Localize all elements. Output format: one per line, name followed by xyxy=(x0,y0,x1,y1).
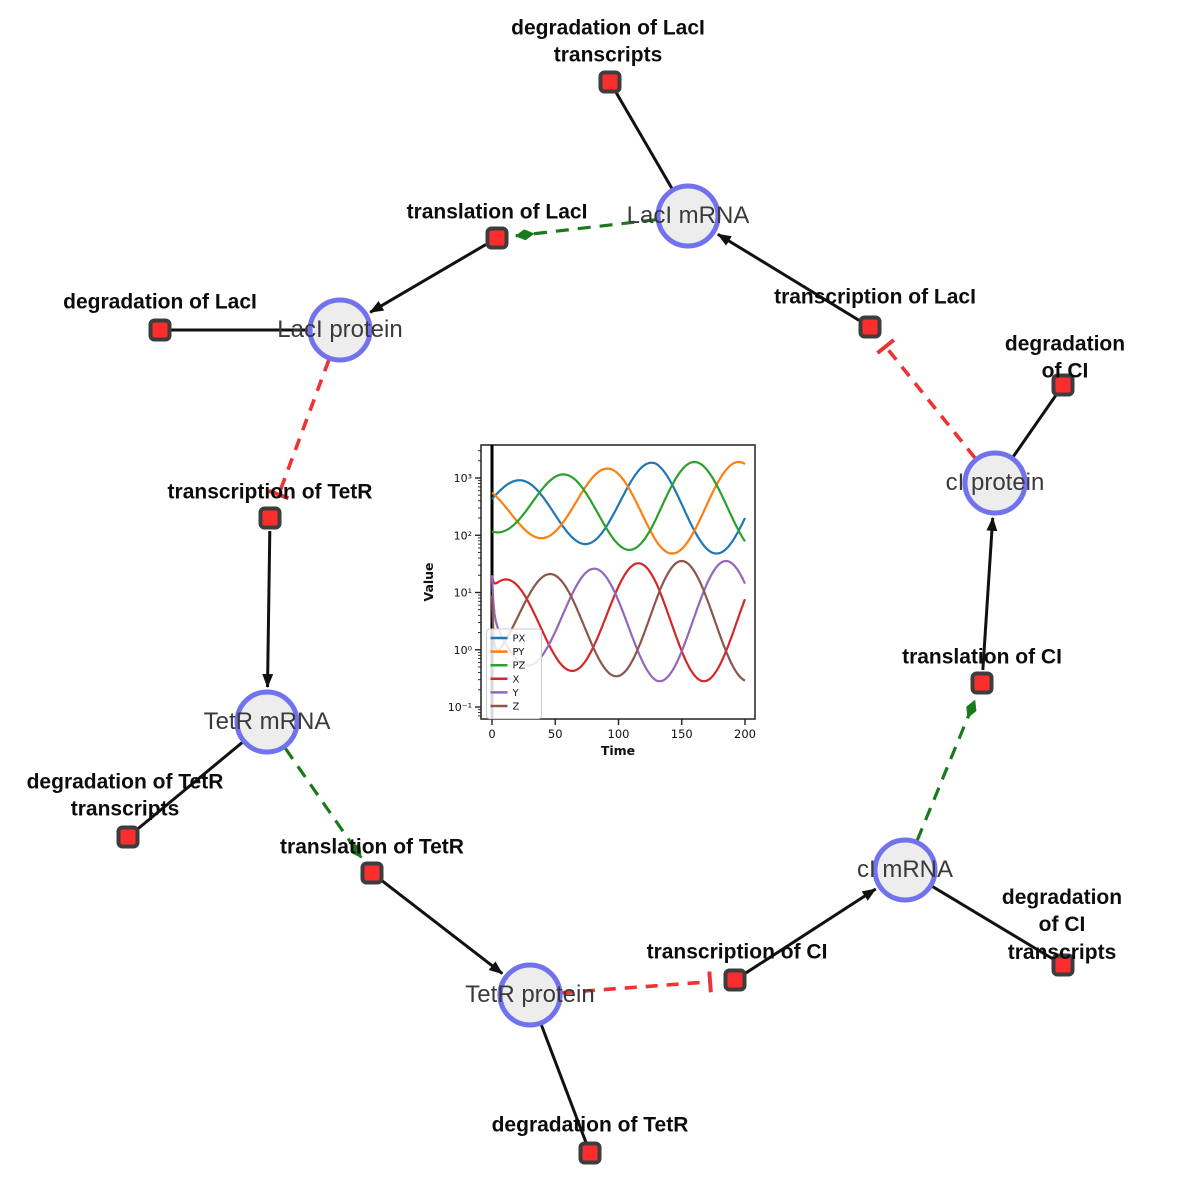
edge-tx_laci-laci_mrna xyxy=(717,232,860,322)
species-node-ci_mrna[interactable] xyxy=(872,837,938,903)
reaction-label-deg_laci: degradation of LacI xyxy=(63,290,257,314)
species-label-tetr_mrna: TetR mRNA xyxy=(203,708,331,736)
y-axis-label: Value xyxy=(421,562,436,601)
legend-entry-PY: PY xyxy=(513,647,526,658)
edge-tetr_mrna-transl_tetr xyxy=(283,747,363,859)
species-label-laci_protein: LacI protein xyxy=(277,316,403,344)
timeseries-plot: 10⁻¹ 10⁰ 10¹ 10² 10³ 0 50 100 150 200 Time Value PX P… xyxy=(421,444,756,758)
x-tick-label: 200 xyxy=(734,727,756,741)
reaction-label-deg_tetr_tx: degradation of TetR transcripts xyxy=(26,770,224,821)
edge-laci_mrna-transl_laci xyxy=(514,218,657,241)
species-node-tetr_protein[interactable] xyxy=(497,962,563,1028)
reaction-label-tx_ci: transcription of CI xyxy=(646,940,828,964)
legend-entry-X: X xyxy=(513,674,520,685)
species-node-laci_protein[interactable] xyxy=(307,297,373,363)
species-node-laci_mrna[interactable] xyxy=(655,183,721,249)
reaction-node-deg_laci_tx[interactable] xyxy=(598,70,622,94)
edge-transl_laci-laci_protein xyxy=(369,243,487,314)
x-tick-label: 0 xyxy=(488,727,495,741)
y-tick-label: 10⁰ xyxy=(454,644,473,657)
y-tick-label: 10² xyxy=(454,529,472,542)
reaction-node-deg_tetr[interactable] xyxy=(578,1141,602,1165)
edge-ci_protein-deg_ci xyxy=(1011,384,1065,459)
x-tick-label: 150 xyxy=(671,727,693,741)
species-label-ci_mrna: cI mRNA xyxy=(857,856,953,884)
edge-ci_protein-tx_laci xyxy=(876,338,977,460)
series-curve-PX xyxy=(491,461,746,555)
edge-ci_mrna-deg_ci_tx xyxy=(930,884,1064,967)
edge-transl_ci-ci_protein xyxy=(981,516,998,671)
legend-entry-Y: Y xyxy=(512,688,520,699)
species-label-tetr_protein: TetR protein xyxy=(465,981,595,1009)
edge-tetr_mrna-deg_tetr_tx xyxy=(127,740,245,839)
y-tick-label: 10¹ xyxy=(454,587,472,600)
edge-tetr_protein-deg_tetr xyxy=(539,1023,592,1154)
series-curve-X xyxy=(490,562,747,683)
species-label-ci_protein: cI protein xyxy=(945,469,1045,497)
reaction-node-transl_ci[interactable] xyxy=(970,671,994,695)
x-tick-label: 100 xyxy=(608,727,630,741)
species-label-laci_mrna: LacI mRNA xyxy=(626,202,750,230)
y-tick-label: 10³ xyxy=(454,472,472,485)
reaction-node-deg_tetr_tx[interactable] xyxy=(116,825,140,849)
reaction-node-tx_ci[interactable] xyxy=(723,968,747,992)
reaction-node-deg_laci[interactable] xyxy=(148,318,172,342)
reaction-label-transl_laci: translation of LacI xyxy=(406,200,588,224)
reaction-label-deg_ci_tx: degradation of CI transcripts xyxy=(1001,886,1123,964)
species-node-ci_protein[interactable] xyxy=(962,450,1028,516)
reaction-node-transl_laci[interactable] xyxy=(485,226,509,250)
legend-entry-Z: Z xyxy=(513,702,520,713)
edge-tx_ci-ci_mrna xyxy=(745,887,877,975)
x-tick-label: 50 xyxy=(548,727,563,741)
reaction-label-tx_tetr: transcription of TetR xyxy=(167,480,373,504)
edge-tetr_protein-tx_ci xyxy=(561,971,713,995)
reaction-label-transl_ci: translation of CI xyxy=(902,645,1062,669)
reaction-label-deg_tetr: degradation of TetR xyxy=(491,1113,689,1137)
edge-laci_mrna-deg_laci_tx xyxy=(608,81,674,190)
reaction-node-tx_tetr[interactable] xyxy=(258,506,282,530)
species-node-tetr_mrna[interactable] xyxy=(234,689,300,755)
reaction-node-deg_ci[interactable] xyxy=(1051,373,1075,397)
reaction-node-tx_laci[interactable] xyxy=(858,315,882,339)
legend-entry-PX: PX xyxy=(513,634,526,645)
y-tick-label: 10⁻¹ xyxy=(448,701,472,714)
reaction-label-deg_laci_tx: degradation of LacI transcripts xyxy=(511,16,705,67)
reaction-node-transl_tetr[interactable] xyxy=(360,861,384,885)
series-curve-Z xyxy=(490,559,746,682)
reaction-label-deg_ci: degradation of CI xyxy=(1004,332,1126,383)
legend-entry-PZ: PZ xyxy=(513,661,526,672)
series-curve-PY xyxy=(491,460,746,555)
reaction-label-transl_tetr: translation of TetR xyxy=(280,835,464,859)
reaction-label-tx_laci: transcription of LacI xyxy=(774,285,976,309)
series-curve-PZ xyxy=(491,460,746,551)
edge-laci_protein-tx_tetr xyxy=(268,359,331,501)
edge-tx_tetr-tetr_mrna xyxy=(262,530,274,689)
x-axis-label: Time xyxy=(601,743,635,758)
reaction-node-deg_ci_tx[interactable] xyxy=(1051,953,1075,977)
edge-transl_tetr-tetr_protein xyxy=(381,879,504,975)
edge-ci_mrna-transl_ci xyxy=(915,699,977,842)
